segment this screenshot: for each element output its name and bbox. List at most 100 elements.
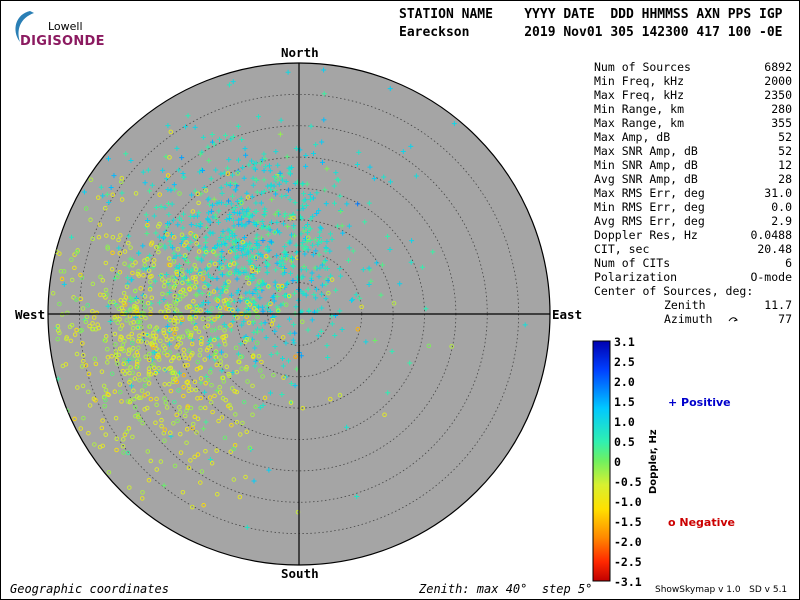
source-point-positive	[199, 149, 205, 155]
source-point-positive	[300, 291, 306, 297]
source-point-negative	[173, 301, 179, 306]
source-point-negative	[170, 275, 175, 280]
source-point-negative	[194, 308, 200, 313]
source-point-negative	[60, 363, 66, 369]
source-point-positive	[268, 390, 274, 396]
source-point-negative	[125, 368, 130, 374]
source-point-positive	[325, 278, 331, 284]
source-point-positive	[218, 200, 224, 206]
source-point-negative	[188, 458, 193, 463]
source-point-negative	[72, 252, 77, 257]
source-point-negative	[181, 384, 186, 390]
source-point-positive	[250, 296, 256, 302]
source-point-negative	[99, 425, 105, 431]
source-point-positive	[260, 402, 266, 408]
source-point-negative	[74, 250, 80, 255]
plus-marker-icon: +	[668, 396, 682, 409]
source-point-negative	[281, 375, 286, 380]
source-point-negative	[112, 315, 117, 320]
source-point-positive	[264, 303, 270, 309]
source-point-positive	[205, 144, 211, 150]
source-point-positive	[231, 217, 237, 223]
stat-value: O-mode	[750, 270, 792, 284]
source-point-negative	[185, 362, 190, 368]
source-point-positive	[225, 198, 231, 204]
source-point-negative	[119, 399, 124, 404]
source-point-positive	[261, 280, 267, 286]
source-point-positive	[197, 224, 203, 230]
source-point-negative	[234, 419, 240, 425]
legend-negative-label: Negative	[679, 516, 736, 529]
source-point-positive	[303, 292, 309, 298]
source-point-negative	[193, 387, 199, 393]
source-point-negative	[80, 306, 86, 311]
source-point-positive	[371, 176, 377, 182]
source-point-negative	[115, 274, 120, 280]
source-point-negative	[118, 389, 123, 395]
source-point-negative	[207, 395, 213, 400]
source-point-negative	[286, 293, 292, 299]
source-point-positive	[243, 290, 249, 296]
stat-label: Avg SNR Amp, dB	[594, 172, 698, 186]
source-point-positive	[207, 202, 213, 208]
source-point-positive	[242, 248, 248, 254]
source-point-positive	[123, 151, 129, 157]
source-point-negative	[170, 370, 176, 376]
source-point-positive	[239, 322, 245, 328]
source-point-positive	[193, 222, 199, 228]
source-point-negative	[180, 490, 186, 495]
source-point-negative	[231, 477, 237, 482]
source-point-negative	[154, 467, 160, 472]
source-point-negative	[114, 353, 119, 358]
source-point-positive	[228, 292, 234, 298]
source-point-positive	[303, 163, 309, 169]
source-point-negative	[116, 237, 121, 243]
source-point-positive	[305, 221, 311, 227]
source-point-negative	[106, 392, 111, 398]
source-point-negative	[305, 235, 311, 240]
source-point-negative	[135, 365, 141, 370]
source-point-positive	[213, 215, 219, 221]
stat-row: Max RMS Err, deg 31.0	[594, 186, 792, 200]
source-point-positive	[212, 245, 218, 251]
source-point-negative	[161, 283, 167, 289]
source-point-negative	[248, 254, 253, 259]
source-point-negative	[126, 240, 131, 246]
source-point-negative	[190, 275, 196, 280]
source-point-negative	[103, 287, 109, 293]
source-point-negative	[167, 350, 172, 355]
source-point-negative	[109, 371, 115, 376]
source-point-positive	[310, 242, 316, 248]
source-point-negative	[224, 289, 229, 294]
source-point-positive	[277, 170, 283, 176]
source-point-negative	[34, 347, 38, 351]
source-point-negative	[162, 382, 167, 387]
source-point-positive	[199, 302, 205, 308]
source-point-positive	[168, 242, 174, 248]
source-point-negative	[103, 260, 109, 266]
source-point-positive	[281, 261, 287, 267]
source-point-negative	[126, 334, 131, 340]
source-point-positive	[207, 456, 213, 462]
source-point-negative	[92, 442, 97, 447]
source-point-negative	[184, 440, 189, 445]
source-point-negative	[198, 405, 203, 411]
source-point-negative	[194, 430, 199, 435]
source-point-negative	[104, 233, 109, 238]
source-point-positive	[184, 268, 190, 274]
logo: Lowell DIGISONDE	[8, 8, 105, 49]
source-point-negative	[293, 354, 298, 360]
source-point-negative	[235, 171, 241, 176]
source-point-negative	[134, 308, 139, 314]
source-point-negative	[178, 340, 184, 346]
source-point-positive	[242, 146, 248, 152]
source-point-positive	[254, 208, 260, 214]
source-point-positive	[217, 294, 223, 300]
source-point-negative	[196, 329, 202, 335]
source-point-positive	[218, 349, 224, 355]
source-point-negative	[326, 290, 331, 296]
logo-line2: DIGISONDE	[20, 34, 105, 49]
source-point-negative	[202, 357, 208, 362]
source-point-positive	[316, 234, 322, 240]
